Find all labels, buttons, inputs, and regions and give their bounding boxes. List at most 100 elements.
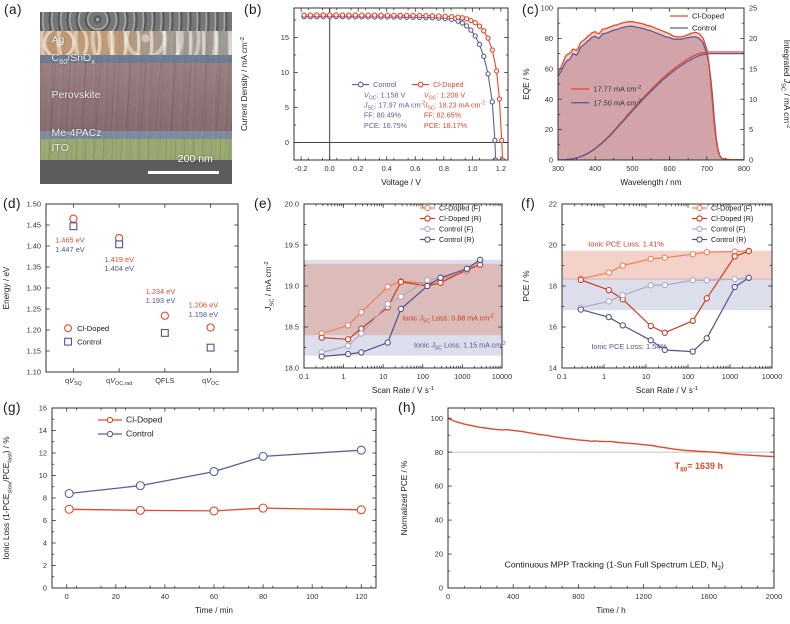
panel-label-f: (f) [521,196,536,211]
svg-text:18: 18 [549,282,557,291]
svg-text:18.5: 18.5 [285,323,299,332]
jv-curves-chart: -0.2 0.0 0.2 0.4 0.6 0.8 1.0 1.2 0 5 10 15 Voltage /… [240,7,509,187]
svg-text:JSC / mA cm-2: JSC / mA cm-2 [264,261,275,311]
svg-text:80: 80 [259,592,267,601]
svg-text:VOC: 1.158 V: VOC: 1.158 V [364,90,406,101]
svg-text:12: 12 [39,449,47,458]
svg-text:10: 10 [39,471,47,480]
scale-bar-label: 200 nm [177,153,213,166]
svg-text:0: 0 [43,584,47,593]
svg-text:EQE / %: EQE / % [522,68,531,99]
svg-text:Ionic PCE Loss: 1.54%: Ionic PCE Loss: 1.54% [591,342,667,351]
svg-text:40: 40 [435,516,443,525]
svg-text:14: 14 [39,426,47,435]
svg-text:17.77 mA cm-2: 17.77 mA cm-2 [593,85,641,94]
sem-cross-section-image: Ag C60/SnOx Perovskite Me-4PACz ITO 200 nm [40,12,232,184]
svg-text:1.20: 1.20 [27,326,41,335]
svg-text:80: 80 [545,34,553,43]
svg-text:16: 16 [39,404,47,413]
svg-text:1.50: 1.50 [27,200,41,209]
panel-label-e: (e) [254,196,272,211]
svg-text:6: 6 [43,516,47,525]
svg-text:40: 40 [161,592,169,601]
mpp-stability-chart: 0 400 800 1200 1600 2000 0 20 40 60 80 100 Time / h N… [400,407,782,615]
plot-frame [51,407,377,589]
svg-text:1000: 1000 [722,372,738,381]
panel-label-c: (c) [522,2,540,17]
svg-text:17.50 mA cm-2: 17.50 mA cm-2 [593,98,641,107]
ionic-loss-time-chart: 0 20 40 60 80 100 120 0 2 4 6 8 10 12 14 16 Time / min Io… [2,404,377,615]
svg-text:0: 0 [65,592,69,601]
control-jv [304,16,497,160]
sem-layer-me-4pacz [40,130,232,139]
svg-text:0.2: 0.2 [353,164,363,173]
svg-text:Energy / eV: Energy / eV [2,266,11,309]
svg-text:60: 60 [545,64,553,73]
svg-text:5: 5 [749,125,753,134]
svg-text:1.206 eV: 1.206 eV [189,301,219,310]
sem-layer-ag [40,30,232,56]
svg-text:1200: 1200 [635,592,651,601]
eqe-spectra-chart: 300 400 500 600 700 8000204060801000510152025… [522,4,790,187]
svg-text:20.0: 20.0 [285,200,299,209]
svg-text:100: 100 [417,372,429,381]
svg-text:10: 10 [642,372,650,381]
svg-text:1.193 eV: 1.193 eV [146,296,176,305]
svg-text:1.2: 1.2 [496,164,506,173]
svg-text:Cl-Doped: Cl-Doped [433,80,463,89]
svg-text:Voltage / V: Voltage / V [381,178,421,187]
svg-text:Ionic JSC Loss: 0.88 mA cm-2: Ionic JSC Loss: 0.88 mA cm-2 [402,313,494,324]
svg-text:0.0: 0.0 [325,164,335,173]
svg-text:1.447 eV: 1.447 eV [55,245,85,254]
svg-text:Cl-Doped: Cl-Doped [126,415,163,425]
svg-text:60: 60 [210,592,218,601]
pce-scan-rate-chart: 0.1 1 10 100 1000 10000 14 16 18 20 22 Scan Rate / … [522,200,782,395]
svg-text:1000: 1000 [454,372,470,381]
svg-text:1: 1 [602,372,606,381]
svg-text:300: 300 [552,164,564,173]
svg-text:T80= 1639 h: T80= 1639 h [675,461,723,474]
sem-layer-perovskite [40,62,232,131]
svg-text:2: 2 [43,561,47,570]
svg-text:20: 20 [112,592,120,601]
shaded-band [562,250,772,280]
svg-text:VOC: 1.206 V: VOC: 1.206 V [424,90,466,101]
svg-text:10: 10 [281,68,289,77]
svg-text:Cl-Doped (F): Cl-Doped (F) [439,204,481,213]
svg-text:PCE / %: PCE / % [522,271,531,302]
svg-text:Control: Control [77,337,102,346]
eqe-cl-doped [558,21,744,160]
svg-text:Time / h: Time / h [596,606,626,615]
sem-label-ito: ITO [51,141,69,154]
svg-text:Control (R): Control (R) [439,235,474,244]
svg-text:16: 16 [549,323,557,332]
svg-text:Scan Rate / V s-1: Scan Rate / V s-1 [372,386,434,395]
svg-text:1.158 eV: 1.158 eV [189,310,219,319]
svg-text:600: 600 [663,164,675,173]
svg-text:100: 100 [682,372,694,381]
svg-text:Control (F): Control (F) [439,225,473,234]
svg-text:18.0: 18.0 [285,364,299,373]
svg-text:Control (R): Control (R) [711,235,746,244]
svg-text:1.15: 1.15 [27,347,41,356]
panel-label-a: (a) [4,2,22,17]
svg-text:Continuous MPP Tracking (1-Sun: Continuous MPP Tracking (1-Sun Full Spec… [505,560,724,572]
svg-text:5: 5 [285,103,289,112]
svg-text:1.404 eV: 1.404 eV [105,264,135,273]
svg-text:qVSQ: qVSQ [65,376,82,387]
sem-layer-top-coating [40,12,232,31]
svg-text:8: 8 [43,494,47,503]
svg-text:0.4: 0.4 [382,164,392,173]
svg-text:QFLS: QFLS [155,376,174,385]
svg-text:1.30: 1.30 [27,284,41,293]
svg-text:500: 500 [626,164,638,173]
svg-text:1600: 1600 [701,592,717,601]
svg-text:Wavelength / nm: Wavelength / nm [620,178,681,187]
svg-text:100: 100 [306,592,318,601]
svg-text:1.0: 1.0 [467,164,477,173]
panel-label-b: (b) [244,2,262,17]
energy-levels-chart: qVSQ qVOC,rad QFLS qVOC 1.10 1.15 1.20 1.25 1.30… [2,200,239,387]
svg-text:800: 800 [738,164,750,173]
svg-text:Current Density / mA cm-2: Current Density / mA cm-2 [240,37,249,131]
